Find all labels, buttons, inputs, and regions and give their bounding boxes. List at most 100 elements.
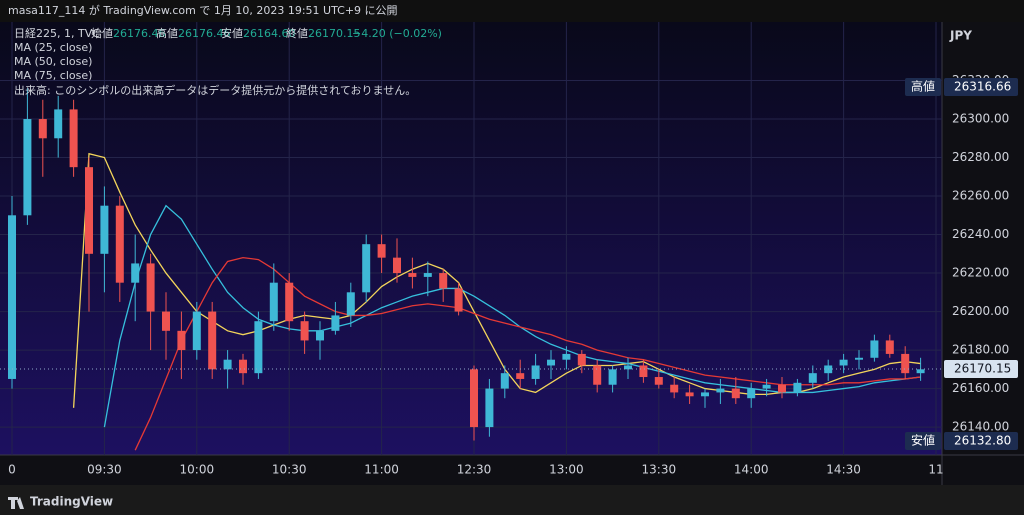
candle-body (100, 205, 109, 254)
legend-tag: 安値 (221, 26, 243, 40)
price-label: 26132.80 (954, 433, 1011, 447)
ma-line (134, 256, 921, 451)
candle-body (562, 353, 571, 360)
candle-body (192, 311, 201, 351)
ma-line (103, 204, 921, 428)
candle-body (115, 205, 124, 283)
legend-tag: 終値 (286, 26, 308, 40)
ma-legend: MA (50, close) (14, 55, 92, 68)
candle-body (901, 353, 910, 374)
candle-body (916, 369, 925, 374)
y-tick-label: 26220.00 (952, 266, 1009, 280)
legend-value: 26176.46 (178, 27, 231, 40)
candle-body (146, 263, 155, 312)
candle-body (747, 388, 756, 399)
footer-bar (0, 485, 1024, 515)
candle-body (223, 359, 232, 370)
candle-body (454, 288, 463, 312)
candle-body (701, 392, 709, 397)
candle-body (54, 109, 63, 139)
currency: JPY (949, 29, 972, 43)
candle-body (254, 321, 263, 374)
candle-body (439, 273, 448, 289)
volume-note: 出来高: このシンボルの出来高データはデータ提供元から提供されておりません。 (14, 83, 416, 97)
price-box (944, 77, 1018, 96)
y-tick-label: 26240.00 (952, 227, 1009, 241)
candle-body (762, 384, 771, 389)
candle-body (300, 321, 309, 341)
header-bar (0, 0, 1024, 22)
candle-body (177, 330, 186, 351)
candle-body (316, 330, 324, 341)
price-tag-box (905, 77, 941, 96)
candle-body (239, 359, 247, 374)
candle-body (685, 392, 694, 397)
price-tag: 安値 (911, 432, 935, 447)
candle-body (38, 119, 47, 139)
candle-body (69, 109, 78, 168)
candle-body (793, 382, 802, 393)
ma-legend: MA (25, close) (14, 41, 92, 54)
candle-body (577, 353, 586, 366)
candle-body (162, 311, 170, 331)
candle-body (362, 244, 371, 293)
candle-body (377, 244, 386, 258)
candle-body (516, 373, 525, 379)
y-tick-label: 26160.00 (952, 381, 1009, 395)
x-tick-label: 13:00 (549, 463, 584, 477)
candle-body (855, 357, 863, 360)
candle-body (870, 340, 879, 358)
candle-body (285, 282, 294, 322)
legend-value: 26170.15 (308, 27, 361, 40)
candle-body (393, 257, 401, 274)
legend-value: 26176.46 (113, 27, 166, 40)
candle-body (639, 365, 648, 378)
x-tick-label: 09:30 (87, 463, 122, 477)
candle-body (23, 119, 32, 216)
candle-body (670, 384, 679, 393)
y-tick-label: 26300.00 (952, 112, 1009, 126)
y-tick-label: 26260.00 (952, 189, 1009, 203)
price-box (944, 360, 1018, 379)
candle-body (208, 311, 217, 370)
x-tick-label: 11:00 (364, 463, 399, 477)
candle-body (608, 369, 617, 385)
price-label: 26316.66 (954, 79, 1011, 93)
candle-body (547, 359, 555, 366)
price-axis (942, 22, 1024, 485)
y-tick-label: 26140.00 (952, 420, 1009, 434)
price-label: 26170.15 (954, 362, 1011, 376)
candle-body (269, 282, 278, 322)
candle-body (331, 315, 340, 331)
candle-body (885, 340, 894, 354)
y-tick-label: 26280.00 (952, 150, 1009, 164)
brand: TradingView (30, 495, 113, 509)
candle-body (624, 365, 632, 370)
legend-symbol: 日経225, 1, TVC (14, 27, 100, 40)
x-tick-label: 11 (928, 463, 943, 477)
candle-body (8, 215, 16, 379)
price-box (944, 431, 1018, 450)
publisher: masa117_114 が TradingView.com で 1月 10, 2… (8, 3, 398, 17)
x-tick-label: 0 (8, 463, 16, 477)
candle-body (731, 388, 740, 399)
legend-change: −4.20 (−0.02%) (352, 27, 442, 40)
candle-body (654, 377, 663, 385)
candle-body (778, 384, 786, 393)
x-tick-label: 12:30 (457, 463, 492, 477)
y-tick-label: 26180.00 (952, 343, 1009, 357)
x-tick-label: 14:00 (734, 463, 769, 477)
legend-tag: 高値 (156, 26, 178, 40)
candle-body (839, 359, 848, 366)
x-tick-label: 13:30 (642, 463, 677, 477)
legend-tag: 始値 (91, 26, 113, 40)
time-axis (0, 455, 942, 485)
x-tick-label: 14:30 (826, 463, 861, 477)
price-tag-box (905, 431, 941, 450)
ma-legend: MA (75, close) (14, 69, 92, 82)
legend-value: 26164.60 (243, 27, 296, 40)
candle-body (485, 388, 494, 428)
y-tick-label: 26200.00 (952, 304, 1009, 318)
candle-body (85, 167, 93, 254)
